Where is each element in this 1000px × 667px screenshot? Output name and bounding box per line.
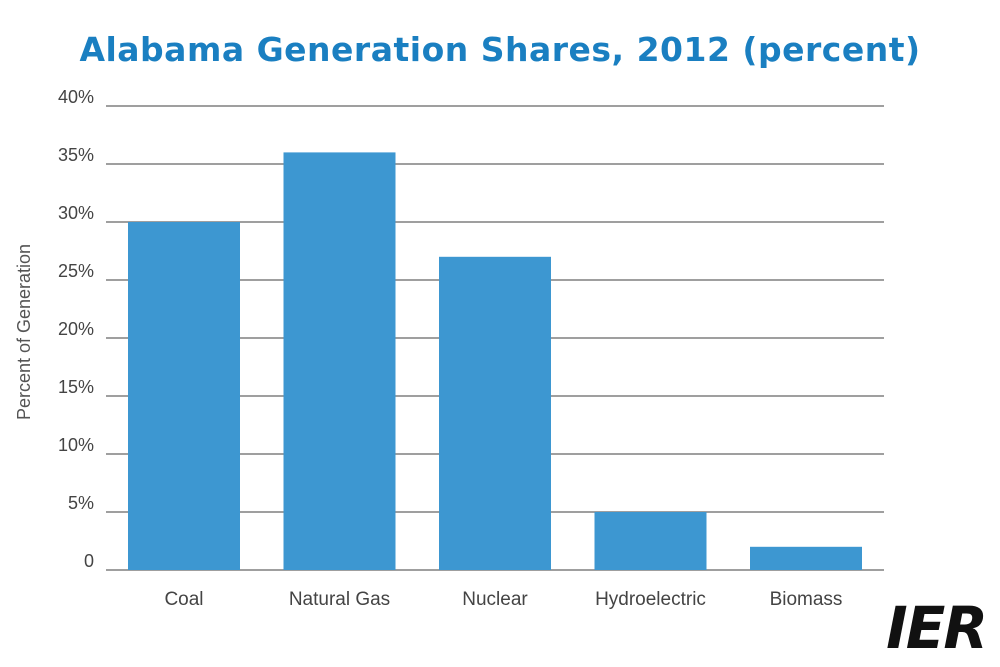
x-tick-label: Biomass	[770, 589, 843, 610]
y-tick-label: 20%	[58, 319, 94, 339]
ier-logo: IER	[886, 599, 988, 657]
y-tick-label: 10%	[58, 435, 94, 455]
y-tick-label: 0	[84, 551, 94, 571]
y-tick-label: 40%	[58, 87, 94, 107]
y-tick-label: 5%	[68, 493, 94, 513]
bar-hydroelectric	[594, 512, 707, 570]
bar-biomass	[750, 546, 862, 570]
bar-nuclear	[439, 256, 551, 570]
x-tick-label: Nuclear	[462, 589, 528, 610]
y-tick-label: 30%	[58, 203, 94, 223]
y-tick-label: 35%	[58, 145, 94, 165]
chart-title: Alabama Generation Shares, 2012 (percent…	[79, 30, 921, 69]
y-axis-label: Percent of Generation	[14, 244, 34, 420]
bar-coal	[128, 222, 240, 570]
bar-natural-gas	[283, 152, 396, 570]
x-tick-label: Hydroelectric	[595, 589, 706, 610]
y-tick-labels: 0 5% 10% 15% 20% 25% 30% 35% 40%	[58, 87, 94, 571]
logo-text: IER	[886, 594, 988, 662]
x-tick-label: Coal	[164, 589, 203, 610]
y-tick-label: 25%	[58, 261, 94, 281]
y-tick-label: 15%	[58, 377, 94, 397]
x-tick-label: Natural Gas	[289, 589, 390, 610]
bars	[128, 152, 862, 570]
x-tick-labels: Coal Natural Gas Nuclear Hydroelectric Bioma…	[164, 589, 842, 610]
